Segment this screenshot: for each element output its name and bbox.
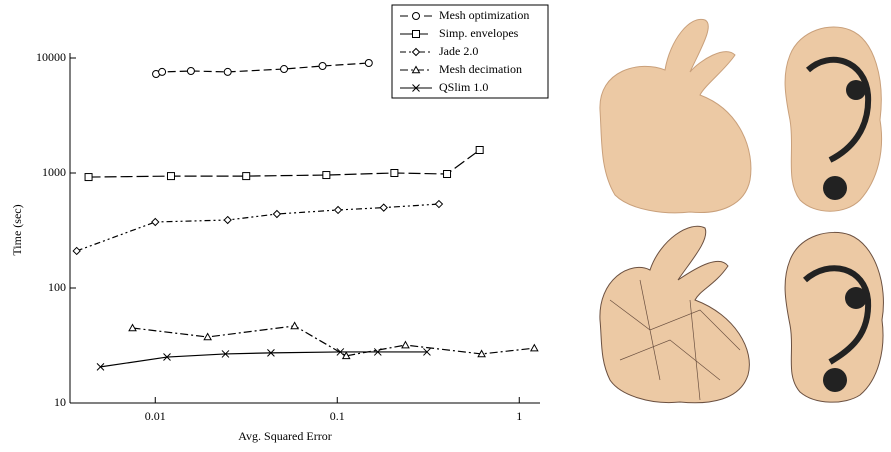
marker	[96, 363, 105, 371]
series-line	[88, 149, 481, 178]
y-tick-label: 10000	[36, 50, 66, 64]
marker	[390, 169, 399, 177]
legend-label: Jade 2.0	[439, 44, 478, 58]
marker	[158, 67, 167, 76]
cut-line	[805, 56, 872, 163]
marker	[373, 348, 382, 356]
legend-label: QSlim 1.0	[439, 80, 488, 94]
marker	[336, 348, 345, 356]
y-tick-label: 100	[48, 280, 66, 294]
marker	[267, 348, 275, 357]
marker	[364, 58, 373, 67]
marker	[290, 321, 299, 330]
marker	[223, 67, 232, 76]
y-tick-label: 10	[54, 395, 66, 409]
marker	[72, 246, 81, 256]
series-line	[132, 325, 535, 357]
marker	[128, 323, 137, 332]
marker	[333, 205, 343, 215]
marker	[166, 172, 175, 181]
bunny-smooth	[599, 18, 752, 214]
legend-label: Simp. envelopes	[439, 26, 519, 40]
y-axis-label: Time (sec)	[10, 204, 24, 255]
legend-marker	[411, 47, 421, 57]
x-axis-label: Avg. Squared Error	[238, 429, 331, 443]
marker	[341, 351, 351, 360]
marker	[280, 65, 289, 74]
legend-label: Mesh optimization	[439, 8, 529, 22]
hole	[823, 368, 847, 392]
cut-line	[803, 265, 872, 365]
y-tick-label: 1000	[42, 165, 66, 179]
legend-marker	[412, 12, 420, 20]
marker	[151, 217, 160, 227]
marker	[379, 203, 388, 212]
hole	[846, 80, 866, 100]
hole	[823, 176, 847, 200]
series-line	[76, 203, 439, 252]
legend-marker	[412, 30, 420, 38]
marker	[423, 348, 431, 356]
marker	[318, 61, 327, 70]
legend-label: Mesh decimation	[439, 62, 522, 76]
hole	[845, 287, 867, 309]
marker	[84, 173, 93, 182]
legend-marker	[411, 65, 421, 74]
x-tick-label: 0.1	[330, 409, 345, 423]
marker	[272, 209, 282, 219]
marker	[203, 332, 212, 341]
marker	[186, 66, 195, 75]
marker	[475, 145, 484, 154]
series-line	[100, 351, 427, 368]
marker	[163, 353, 171, 361]
marker	[434, 199, 444, 209]
x-tick-label: 0.01	[145, 409, 166, 423]
marker	[242, 172, 251, 181]
x-tick-label: 1	[516, 409, 522, 423]
marker	[477, 349, 486, 358]
marker	[401, 340, 410, 349]
marker	[322, 171, 331, 180]
marker	[221, 350, 230, 358]
model-images	[594, 18, 891, 410]
mesh-edges	[609, 279, 741, 401]
marker	[443, 170, 452, 179]
marker	[223, 215, 232, 225]
bunny-mesh	[599, 225, 750, 404]
marker	[529, 343, 539, 352]
legend-marker	[412, 84, 420, 92]
